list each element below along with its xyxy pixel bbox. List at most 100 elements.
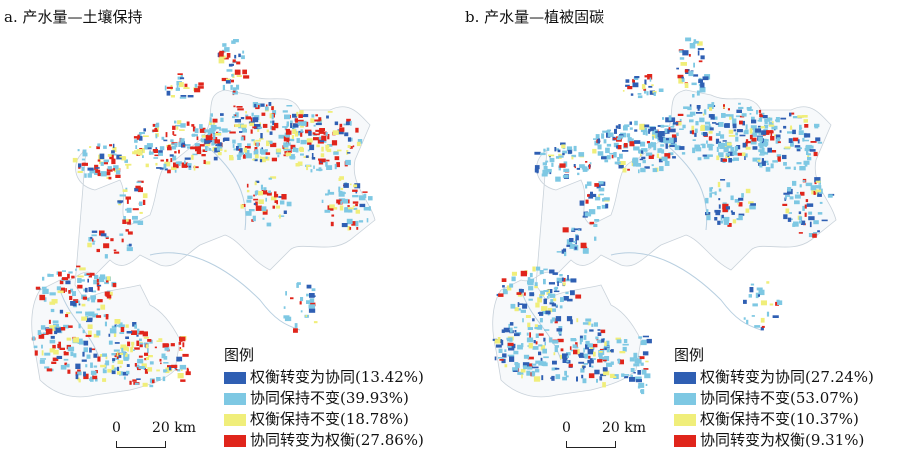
- map-patch: [566, 355, 569, 358]
- map-patch: [692, 139, 696, 141]
- map-patch: [307, 149, 310, 152]
- map-patch: [645, 130, 648, 136]
- map-patch: [222, 43, 227, 47]
- map-patch: [804, 147, 810, 152]
- map-patch: [534, 284, 538, 289]
- map-patch: [546, 289, 550, 295]
- map-patch: [121, 347, 124, 352]
- map-patch: [785, 196, 787, 200]
- map-patch: [768, 121, 774, 126]
- map-patch: [366, 218, 369, 223]
- map-patch: [558, 166, 561, 171]
- map-patch: [616, 339, 622, 344]
- map-patch: [118, 322, 123, 326]
- map-patch: [521, 374, 523, 379]
- map-patch: [596, 206, 601, 210]
- map-patch: [629, 376, 636, 382]
- map-patch: [605, 147, 610, 154]
- map-patch: [686, 114, 693, 117]
- map-patch: [796, 147, 802, 150]
- map-patch: [759, 113, 764, 118]
- map-patch: [746, 319, 749, 325]
- map-patch: [181, 162, 188, 168]
- map-patch: [557, 281, 559, 287]
- map-patch: [160, 362, 162, 365]
- map-patch: [815, 185, 822, 189]
- map-patch: [804, 124, 809, 128]
- map-patch: [650, 141, 653, 144]
- map-patch: [559, 333, 562, 336]
- map-patch: [208, 148, 212, 151]
- map-patch: [104, 254, 108, 259]
- map-patch: [678, 78, 684, 84]
- map-patch: [527, 322, 531, 328]
- map-patch: [535, 360, 541, 364]
- map-patch: [526, 332, 529, 336]
- map-patch: [107, 291, 113, 296]
- map-patch: [498, 348, 503, 353]
- map-patch: [268, 177, 272, 180]
- map-patch: [222, 57, 229, 60]
- map-patch: [525, 315, 531, 318]
- map-patch: [39, 359, 45, 364]
- map-patch: [45, 328, 53, 335]
- map-patch: [683, 106, 689, 109]
- map-patch: [199, 127, 206, 133]
- map-patch: [292, 149, 298, 152]
- map-patch: [224, 47, 230, 52]
- map-patch: [308, 308, 316, 313]
- map-patch: [246, 199, 252, 203]
- map-patch: [581, 374, 584, 379]
- map-patch: [49, 301, 56, 305]
- map-patch: [590, 358, 596, 360]
- map-patch: [247, 195, 253, 199]
- map-patch: [107, 368, 112, 373]
- map-patch: [529, 292, 535, 297]
- map-patch: [580, 368, 585, 373]
- map-patch: [652, 168, 658, 173]
- map-patch: [147, 348, 149, 354]
- map-patch: [124, 159, 128, 163]
- map-patch: [638, 169, 640, 174]
- map-patch: [582, 248, 589, 254]
- map-patch: [41, 286, 47, 289]
- map-patch: [787, 187, 792, 192]
- map-patch: [760, 327, 764, 331]
- map-patch: [266, 192, 272, 196]
- map-patch: [347, 145, 351, 148]
- map-patch: [271, 114, 274, 120]
- legend-swatch: [674, 413, 696, 426]
- map-patch: [133, 136, 140, 139]
- map-patch: [700, 126, 705, 131]
- map-patch: [606, 130, 611, 133]
- map-patch: [567, 275, 569, 281]
- map-patch: [532, 346, 539, 350]
- map-patch: [564, 251, 567, 257]
- map-patch: [569, 244, 576, 249]
- map-patch: [123, 376, 126, 380]
- map-patch: [743, 130, 747, 135]
- map-patch: [245, 111, 247, 114]
- map-patch: [504, 349, 507, 352]
- map-patch: [349, 120, 352, 126]
- map-patch: [284, 151, 287, 154]
- map-patch: [779, 130, 782, 133]
- map-patch: [748, 294, 752, 298]
- scale-line: [116, 441, 166, 448]
- map-patch: [117, 366, 120, 371]
- map-patch: [129, 380, 132, 385]
- map-patch: [739, 115, 745, 118]
- map-patch: [355, 209, 360, 214]
- map-patch: [566, 360, 569, 363]
- map-patch: [802, 137, 805, 142]
- map-patch: [541, 173, 548, 177]
- map-patch: [750, 283, 755, 286]
- map-patch: [347, 226, 351, 231]
- map-patch: [242, 50, 245, 54]
- map-patch: [208, 131, 215, 134]
- map-patch: [121, 156, 127, 161]
- map-patch: [808, 216, 815, 221]
- map-patch: [207, 130, 211, 136]
- map-patch: [123, 358, 129, 361]
- scale-zero-label: 0: [562, 420, 571, 436]
